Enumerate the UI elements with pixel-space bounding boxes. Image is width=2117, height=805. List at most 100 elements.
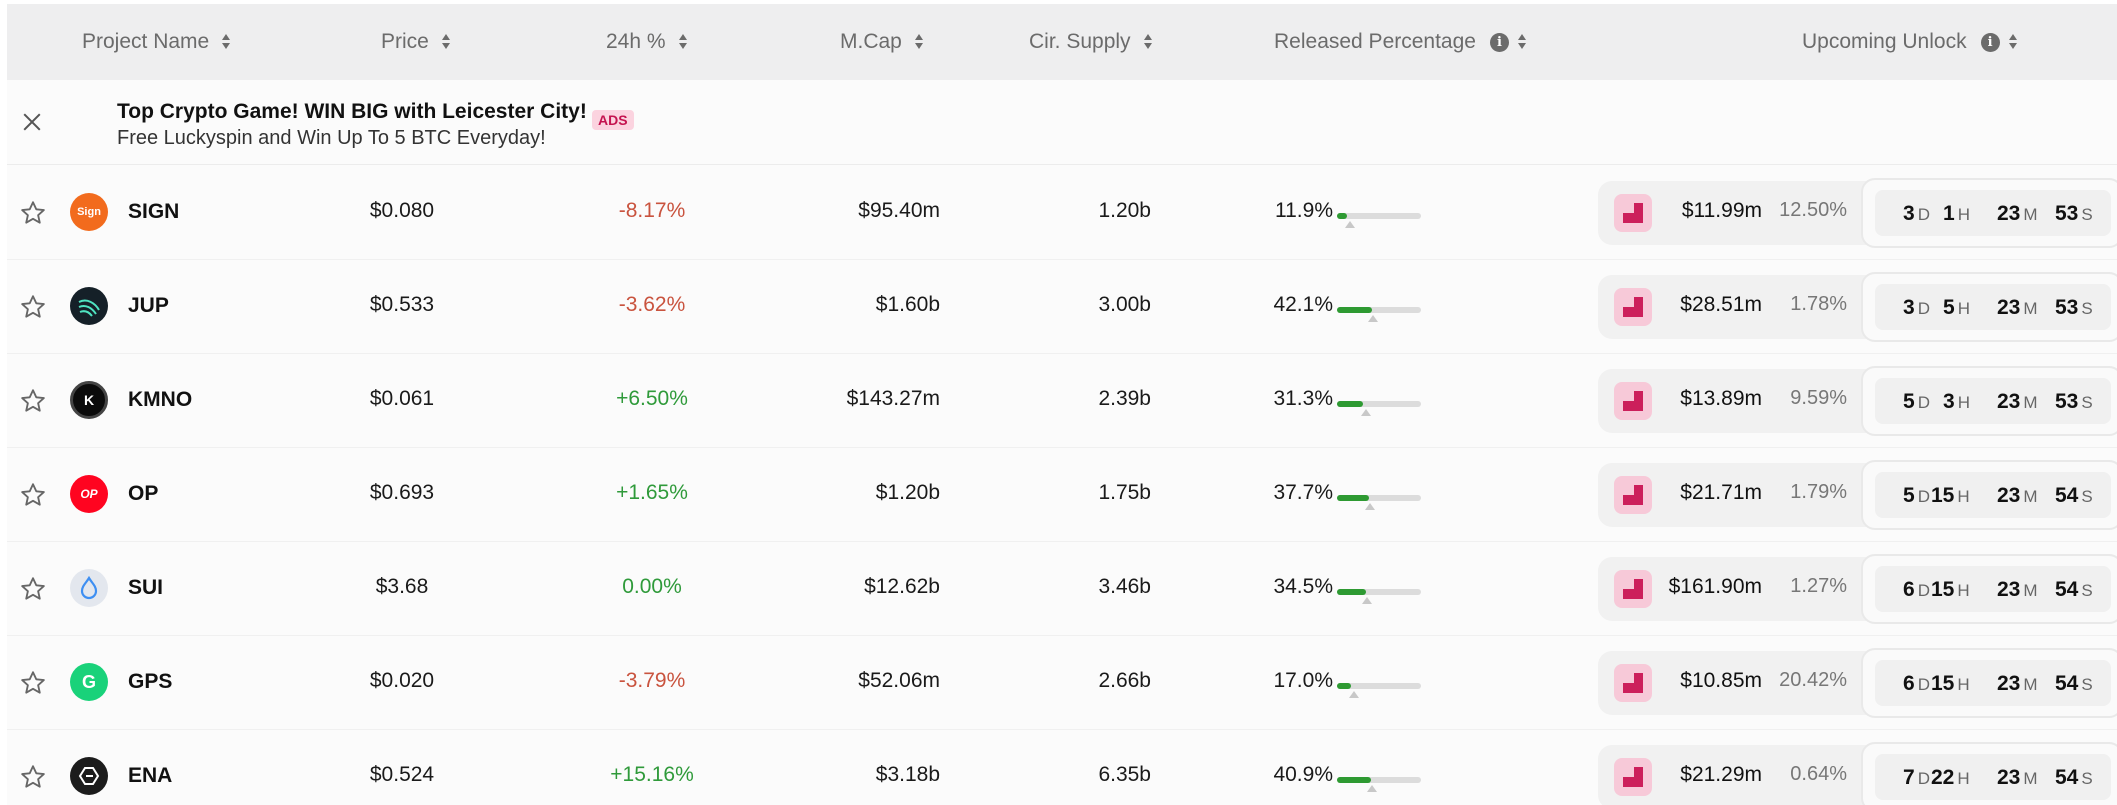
star-icon[interactable] bbox=[19, 199, 47, 227]
released-progress-fill bbox=[1337, 589, 1366, 595]
project-name[interactable]: GPS bbox=[128, 670, 173, 693]
countdown-minutes-value: 23 bbox=[1997, 484, 2021, 507]
unlock-percentage: 12.50% bbox=[1779, 199, 1847, 221]
released-progress-bar bbox=[1337, 589, 1421, 604]
change-24h: -3.79% bbox=[618, 669, 686, 692]
table-row[interactable]: JUP $0.533 -3.62% $1.60b 3.00b 42.1% $28… bbox=[7, 260, 2117, 354]
ad-title[interactable]: Top Crypto Game! WIN BIG with Leicester … bbox=[117, 100, 587, 123]
sort-24h[interactable]: 24h % bbox=[606, 4, 688, 80]
next-unlock-marker bbox=[1362, 597, 1373, 604]
change-24h: -3.62% bbox=[618, 293, 686, 316]
ena-logo-icon bbox=[70, 757, 108, 795]
countdown-minutes-unit: M bbox=[2023, 675, 2038, 694]
sort-price[interactable]: Price bbox=[381, 4, 451, 80]
countdown-days-unit: D bbox=[1917, 299, 1930, 318]
countdown-minutes-value: 23 bbox=[1997, 672, 2021, 695]
op-logo-icon: OP bbox=[70, 475, 108, 513]
released-progress-bar bbox=[1337, 777, 1421, 792]
unlock-percentage: 1.78% bbox=[1790, 293, 1847, 315]
countdown-minutes-unit: M bbox=[2023, 205, 2038, 224]
star-icon[interactable] bbox=[19, 669, 47, 697]
header-label: Released Percentage bbox=[1274, 30, 1476, 53]
unlock-value: $161.90m bbox=[1668, 575, 1762, 598]
countdown-hours-value: 5 bbox=[1943, 296, 1955, 319]
released-progress-bar bbox=[1337, 495, 1421, 510]
table-row[interactable]: Sign SIGN $0.080 -8.17% $95.40m 1.20b 11… bbox=[7, 166, 2117, 260]
countdown-hours-value: 15 bbox=[1931, 578, 1955, 601]
countdown-seconds-unit: S bbox=[2081, 205, 2093, 224]
unlock-percentage: 1.27% bbox=[1790, 575, 1847, 597]
released-percentage: 11.9% bbox=[1275, 199, 1333, 222]
table-row[interactable]: K KMNO $0.061 +6.50% $143.27m 2.39b 31.3… bbox=[7, 354, 2117, 448]
released-percentage: 40.9% bbox=[1273, 763, 1333, 786]
close-icon[interactable] bbox=[21, 111, 43, 133]
star-icon[interactable] bbox=[19, 481, 47, 509]
sort-icon bbox=[221, 33, 231, 51]
logo-text: Sign bbox=[77, 206, 101, 218]
price: $0.533 bbox=[369, 293, 435, 316]
price: $0.020 bbox=[369, 669, 435, 692]
table-row[interactable]: G GPS $0.020 -3.79% $52.06m 2.66b 17.0% … bbox=[7, 636, 2117, 730]
project-name[interactable]: SIGN bbox=[128, 200, 180, 223]
circulating-supply: 3.46b bbox=[1098, 575, 1151, 598]
sort-project-name[interactable]: Project Name bbox=[82, 4, 231, 80]
market-cap: $52.06m bbox=[858, 669, 940, 692]
star-icon[interactable] bbox=[19, 575, 47, 603]
table-row[interactable]: ENA $0.524 +15.16% $3.18b 6.35b 40.9% $2… bbox=[7, 730, 2117, 805]
project-name[interactable]: SUI bbox=[128, 576, 164, 599]
sort-upcoming-unlock[interactable]: Upcoming Unlock i bbox=[1802, 4, 2018, 80]
unlock-value: $28.51m bbox=[1680, 293, 1762, 316]
logo-text: OP bbox=[80, 487, 98, 501]
info-icon[interactable]: i bbox=[1980, 32, 2000, 52]
table-header: Project Name Price 24h % M.Cap Cir. Supp… bbox=[7, 4, 2117, 80]
countdown-seconds-value: 53 bbox=[2055, 390, 2079, 413]
star-icon[interactable] bbox=[19, 387, 47, 415]
ad-banner[interactable]: Top Crypto Game! WIN BIG with Leicester … bbox=[7, 80, 2117, 165]
gps-logo-icon: G bbox=[70, 663, 108, 701]
countdown-hours-unit: H bbox=[1957, 393, 1970, 412]
star-icon[interactable] bbox=[19, 293, 47, 321]
countdown-minutes-value: 23 bbox=[1997, 202, 2021, 225]
released-percentage: 34.5% bbox=[1273, 575, 1333, 598]
project-name[interactable]: JUP bbox=[128, 294, 169, 317]
countdown-days-value: 3 bbox=[1903, 296, 1915, 319]
countdown-days-value: 6 bbox=[1903, 578, 1915, 601]
project-name[interactable]: KMNO bbox=[128, 388, 193, 411]
unlock-token-icon bbox=[1614, 194, 1652, 232]
countdown-hours-value: 1 bbox=[1943, 202, 1955, 225]
star-icon[interactable] bbox=[19, 763, 47, 791]
change-24h: +6.50% bbox=[616, 387, 688, 410]
sort-cir-supply[interactable]: Cir. Supply bbox=[1029, 4, 1153, 80]
header-label: M.Cap bbox=[840, 30, 902, 53]
countdown-minutes-unit: M bbox=[2023, 487, 2038, 506]
project-name[interactable]: ENA bbox=[128, 764, 173, 787]
sort-mcap[interactable]: M.Cap bbox=[840, 4, 924, 80]
countdown-hours: 15 H bbox=[1931, 672, 1970, 696]
project-name[interactable]: OP bbox=[128, 482, 159, 505]
countdown-seconds-unit: S bbox=[2081, 487, 2093, 506]
table-row[interactable]: SUI $3.68 0.00% $12.62b 3.46b 34.5% $161… bbox=[7, 542, 2117, 636]
table-row[interactable]: OP OP $0.693 +1.65% $1.20b 1.75b 37.7% $… bbox=[7, 448, 2117, 542]
ad-subtitle: Free Luckyspin and Win Up To 5 BTC Every… bbox=[117, 127, 546, 149]
sort-released[interactable]: Released Percentage i bbox=[1274, 4, 1527, 80]
unlock-token-icon bbox=[1614, 570, 1652, 608]
released-progress-bar bbox=[1337, 213, 1421, 228]
info-icon[interactable]: i bbox=[1489, 32, 1509, 52]
countdown-seconds: 53 S bbox=[2055, 296, 2093, 320]
